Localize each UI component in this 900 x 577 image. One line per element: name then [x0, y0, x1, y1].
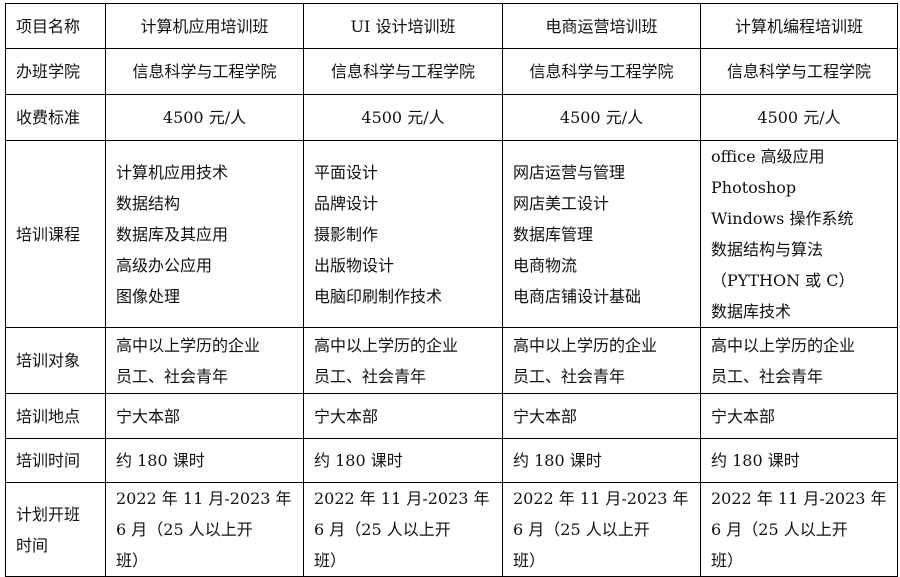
cell-line: 出版物设计 — [314, 255, 395, 275]
row-header: 项目名称 — [5, 3, 106, 49]
cell-line: 班） — [513, 551, 546, 570]
cell-line: 高中以上学历的企业 — [513, 335, 658, 355]
table-cell: UI 设计培训班 — [303, 3, 503, 49]
table-cell: office 高级应用 Photoshop Windows 操作系统 数据结构与算法 （… — [700, 140, 898, 328]
table-row: 培训时间约 180 课时约 180 课时约 180 课时约 180 课时 — [5, 438, 898, 483]
table-cell: 宁大本部 — [700, 393, 898, 439]
table-row: 培训对象 高中以上学历的企业 员工、社会青年 高中以上学历的企业 员工、社会青年 高中以上… — [5, 327, 898, 394]
row-header: 培训时间 — [5, 438, 106, 483]
cell-line: 班） — [711, 551, 744, 570]
table-cell: 计算机编程培训班 — [700, 3, 898, 49]
cell-line: 图像处理 — [116, 286, 181, 306]
row-header: 培训地点 — [5, 393, 106, 439]
table-cell: 高中以上学历的企业 员工、社会青年 — [303, 327, 503, 394]
cell-line: 2022 年 11 月-2023 年 — [116, 489, 292, 508]
cell-line: 6 月（25 人以上开 — [116, 520, 253, 539]
table-cell: 约 180 课时 — [303, 438, 503, 483]
table-row: 培训地点 宁大本部 宁大本部 宁大本部 宁大本部 — [5, 393, 898, 439]
cell-line: 高中以上学历的企业 — [116, 335, 261, 355]
cell-line: 网店运营与管理 — [513, 162, 626, 182]
cell-line: 电脑印刷制作技术 — [314, 286, 443, 306]
cell-line: 计划开班 — [16, 504, 81, 524]
table-cell: 约 180 课时 — [502, 438, 701, 483]
table-cell: 高中以上学历的企业 员工、社会青年 — [105, 327, 304, 394]
table-cell: 约 180 课时 — [105, 438, 304, 483]
cell-line: 班） — [314, 551, 347, 570]
table-cell: 约 180 课时 — [700, 438, 898, 483]
cell-line: 网店美工设计 — [513, 193, 610, 213]
table-cell: 4500 元/人 — [502, 94, 701, 141]
cell-line: 6 月（25 人以上开 — [314, 520, 451, 539]
row-header: 办班学院 — [5, 48, 106, 95]
cell-line: （PYTHON 或 C） — [711, 271, 855, 290]
cell-line: 数据结构 — [116, 193, 181, 213]
cell-line: 员工、社会青年 — [116, 366, 229, 386]
table-cell: 宁大本部 — [105, 393, 304, 439]
cell-line: Windows 操作系统 — [711, 209, 854, 228]
cell-line: 2022 年 11 月-2023 年 — [513, 489, 689, 508]
table-row: 收费标准 4500 元/人 4500 元/人 4500 元/人 4500 元/人 — [5, 94, 898, 141]
cell-line: 员工、社会青年 — [513, 366, 626, 386]
cell-line: 员工、社会青年 — [314, 366, 427, 386]
cell-line: 数据库管理 — [513, 224, 594, 244]
table-cell: 电商运营培训班 — [502, 3, 701, 49]
table-cell: 高中以上学历的企业 员工、社会青年 — [502, 327, 701, 394]
table-cell: 计算机应用培训班 — [105, 3, 304, 49]
row-header: 计划开班 时间 — [5, 482, 106, 577]
cell-line: 6 月（25 人以上开 — [513, 520, 650, 539]
table-body: 项目名称 计算机应用培训班 UI 设计培训班 电商运营培训班 计算机编程培训班 办班学院信… — [5, 3, 898, 577]
table-cell: 网店运营与管理 网店美工设计 数据库管理电商物流电商店铺设计基础 — [502, 140, 701, 328]
table-cell: 高中以上学历的企业 员工、社会青年 — [700, 327, 898, 394]
cell-line: 高中以上学历的企业 — [314, 335, 459, 355]
cell-line: 高级办公应用 — [116, 255, 213, 275]
cell-line: 电商店铺设计基础 — [513, 286, 642, 306]
cell-line: 高中以上学历的企业 — [711, 335, 856, 355]
table-cell: 4500 元/人 — [303, 94, 503, 141]
table-cell: 计算机应用技术 数据结构数据库及其应用 高级办公应用 图像处理 — [105, 140, 304, 328]
cell-line: 2022 年 11 月-2023 年 — [314, 489, 490, 508]
cell-line: office 高级应用 — [711, 147, 825, 166]
table-cell: 信息科学与工程学院 — [303, 48, 503, 95]
cell-line: 品牌设计 — [314, 193, 379, 213]
cell-line: 数据结构与算法 — [711, 240, 824, 259]
table-cell: 2022 年 11 月-2023 年 6 月（25 人以上开 班） — [105, 482, 304, 577]
table-cell: 信息科学与工程学院 — [502, 48, 701, 95]
row-header: 收费标准 — [5, 94, 106, 141]
table-row: 培训课程 计算机应用技术 数据结构 数据库及其应用 高级办公应用 图像处理 平面设计 品牌设计… — [5, 140, 898, 328]
table-row: 办班学院 信息科学与工程学院 信息科学与工程学院 信息科学与工程学院 信息科学与工程学院 — [5, 48, 898, 95]
cell-line: 6 月（25 人以上开 — [711, 520, 848, 539]
cell-line: 时间 — [16, 535, 49, 555]
table-cell: 宁大本部 — [502, 393, 701, 439]
cell-line: 摄影制作 — [314, 224, 379, 244]
cell-line: 平面设计 — [314, 162, 379, 182]
table-cell: 信息科学与工程学院 — [700, 48, 898, 95]
cell-line: 电商物流 — [513, 255, 578, 275]
table-cell: 4500 元/人 — [105, 94, 304, 141]
cell-line: 员工、社会青年 — [711, 366, 824, 386]
cell-line: Photoshop — [711, 178, 797, 197]
table-cell: 信息科学与工程学院 — [105, 48, 304, 95]
cell-line: 数据库及其应用 — [116, 224, 229, 244]
cell-line: 数据库技术 — [711, 302, 792, 321]
table-cell: 平面设计品牌设计摄影制作出版物设计电脑印刷制作技术 — [303, 140, 503, 328]
table-cell: 宁大本部 — [303, 393, 503, 439]
table-cell: 2022 年 11 月-2023 年 6 月（25 人以上开 班） — [303, 482, 503, 577]
row-header: 培训课程 — [5, 140, 106, 328]
table-cell: 2022 年 11 月-2023 年 6 月（25 人以上开 班） — [502, 482, 701, 577]
row-header: 培训对象 — [5, 327, 106, 394]
training-programs-table: 项目名称 计算机应用培训班 UI 设计培训班 电商运营培训班 计算机编程培训班 办班学院信… — [5, 3, 898, 577]
cell-line: 班） — [116, 551, 149, 570]
table-cell: 4500 元/人 — [700, 94, 898, 141]
table-row: 项目名称 计算机应用培训班 UI 设计培训班 电商运营培训班 计算机编程培训班 — [5, 3, 898, 49]
table-cell: 2022 年 11 月-2023 年 6 月（25 人以上开 班） — [700, 482, 898, 577]
cell-line: 计算机应用技术 — [116, 162, 229, 182]
cell-line: 2022 年 11 月-2023 年 — [711, 489, 887, 508]
